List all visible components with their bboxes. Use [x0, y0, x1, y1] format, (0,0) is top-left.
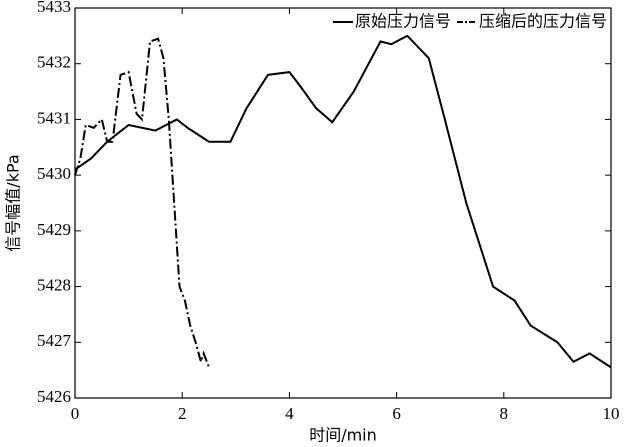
x-tick-label: 0 — [71, 404, 80, 423]
y-tick-label: 5426 — [37, 387, 71, 406]
x-tick-label: 2 — [178, 404, 187, 423]
x-tick-label: 6 — [392, 404, 401, 423]
y-tick-label: 5428 — [37, 275, 71, 294]
x-tick-label: 10 — [603, 404, 620, 423]
y-tick-label: 5429 — [37, 220, 71, 239]
x-tick-label: 4 — [285, 404, 294, 423]
x-tick-label: 8 — [500, 404, 509, 423]
legend-label: 压缩后的压力信号 — [479, 12, 607, 31]
series-line — [74, 37, 210, 368]
y-tick-label: 5432 — [37, 53, 71, 72]
plot-frame — [74, 7, 612, 399]
series-line — [74, 34, 612, 369]
x-axis-label: 时间/min — [309, 426, 377, 445]
y-axis-label: 信号幅值/kPa — [4, 154, 23, 251]
y-tick-label: 5433 — [37, 0, 71, 16]
y-tick-label: 5431 — [37, 108, 71, 127]
y-tick-label: 5430 — [37, 164, 71, 183]
y-tick-label: 5427 — [37, 331, 72, 350]
legend-label: 原始压力信号 — [355, 12, 451, 31]
